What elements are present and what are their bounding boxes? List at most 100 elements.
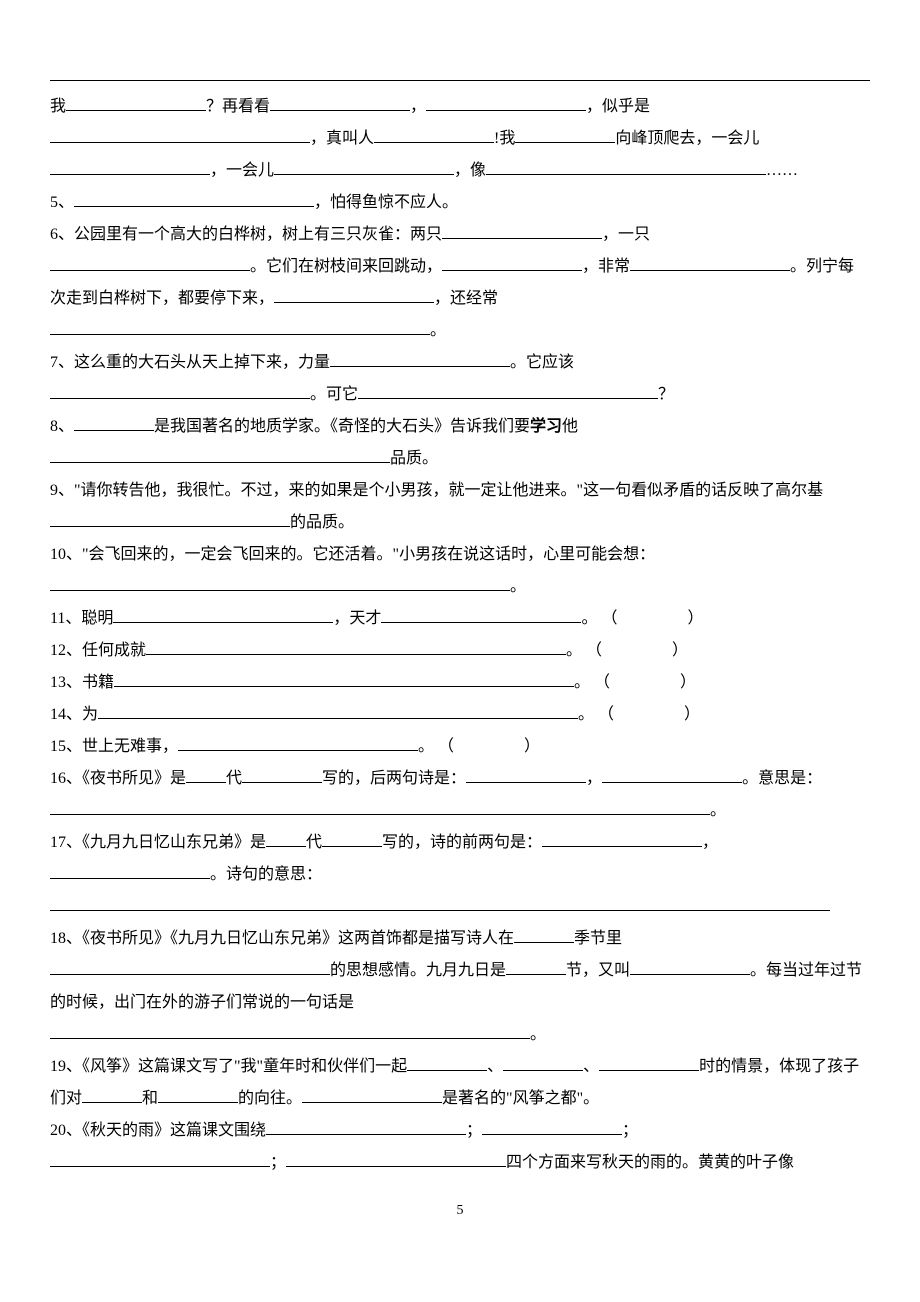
fill-blank[interactable]	[482, 1116, 622, 1135]
text: 。	[418, 738, 434, 755]
author-blank[interactable]	[602, 635, 672, 653]
fill-blank[interactable]	[426, 92, 586, 111]
text: 20、《秋天的雨》这篇课文围绕	[50, 1122, 266, 1139]
fill-blank[interactable]	[503, 1052, 583, 1071]
fill-blank[interactable]	[515, 124, 615, 143]
fill-blank[interactable]	[178, 732, 418, 751]
text: 6、公园里有一个高大的白桦树，树上有三只灰雀：两只	[50, 226, 442, 243]
text: ，一会儿	[210, 162, 274, 179]
fill-blank[interactable]	[66, 92, 206, 111]
text: 季节里	[574, 930, 622, 947]
fill-blank[interactable]	[602, 764, 742, 783]
text: 向峰顶爬去，一会儿	[615, 130, 759, 147]
fill-blank[interactable]	[266, 828, 306, 847]
paren-close: ）	[680, 674, 696, 691]
question-15: 15、世上无难事，。 （ ）	[50, 731, 870, 763]
fill-blank[interactable]	[599, 1052, 699, 1071]
author-blank[interactable]	[610, 667, 680, 685]
text: 7、这么重的大石头从天上掉下来，力量	[50, 354, 330, 371]
text: 。它应该	[510, 354, 574, 371]
fill-blank[interactable]	[486, 156, 766, 175]
fill-blank[interactable]	[50, 956, 330, 975]
fill-blank[interactable]	[114, 668, 574, 687]
question-8: 8、是我国著名的地质学家。《奇怪的大石头》告诉我们要学习他 品质。	[50, 411, 870, 475]
fill-blank[interactable]	[50, 316, 430, 335]
fill-blank[interactable]	[506, 956, 566, 975]
fill-blank[interactable]	[242, 764, 322, 783]
fill-blank[interactable]	[50, 860, 210, 879]
fill-blank[interactable]	[270, 92, 410, 111]
fill-blank[interactable]	[407, 1052, 487, 1071]
fill-blank[interactable]	[82, 1084, 142, 1103]
author-blank[interactable]	[617, 603, 687, 621]
fill-blank[interactable]	[158, 1084, 238, 1103]
author-blank[interactable]	[614, 699, 684, 717]
fill-blank[interactable]	[442, 220, 602, 239]
text: ；	[466, 1122, 482, 1139]
question-13: 13、书籍。 （ ）	[50, 667, 870, 699]
fill-blank[interactable]	[50, 796, 710, 815]
fill-blank[interactable]	[50, 892, 830, 911]
fill-blank[interactable]	[50, 572, 510, 591]
page-number: 5	[50, 1197, 870, 1225]
text: ，真叫人	[310, 130, 374, 147]
text: 10、"会飞回来的，一定会飞回来的。它还活着。"小男孩在说这话时，心里可能会想：	[50, 546, 655, 563]
fill-blank[interactable]	[146, 636, 566, 655]
paren-open: （	[598, 706, 614, 723]
fill-blank[interactable]	[50, 380, 310, 399]
fill-blank[interactable]	[266, 1116, 466, 1135]
fill-blank[interactable]	[542, 828, 702, 847]
text: ，天才	[333, 610, 381, 627]
text: 是我国著名的地质学家。《奇怪的大石头》告诉我们要	[154, 418, 530, 435]
question-18: 18、《夜书所见》《九月九日忆山东兄弟》这两首饰都是描写诗人在季节里 的思想感情…	[50, 923, 870, 1051]
text: ，怕得鱼惊不应人。	[314, 194, 458, 211]
fill-blank[interactable]	[98, 700, 578, 719]
fill-blank[interactable]	[50, 156, 210, 175]
fill-blank[interactable]	[466, 764, 586, 783]
fill-blank[interactable]	[50, 1148, 270, 1167]
text: 。	[510, 578, 526, 595]
fill-blank[interactable]	[74, 188, 314, 207]
author-blank[interactable]	[454, 731, 524, 749]
text: 11、聪明	[50, 610, 113, 627]
text: 品质。	[390, 450, 438, 467]
fill-blank[interactable]	[286, 1148, 506, 1167]
fill-blank[interactable]	[442, 252, 582, 271]
text: 18、《夜书所见》《九月九日忆山东兄弟》这两首饰都是描写诗人在	[50, 930, 514, 947]
fill-blank[interactable]	[50, 124, 310, 143]
text: ，还经常	[434, 290, 498, 307]
text: ，一只	[602, 226, 650, 243]
top-rule	[50, 80, 870, 81]
fill-blank[interactable]	[50, 1020, 530, 1039]
fill-blank[interactable]	[274, 156, 454, 175]
text: 是著名的"风筝之都"。	[442, 1090, 599, 1107]
paren-open: （	[586, 642, 602, 659]
fill-blank[interactable]	[113, 604, 333, 623]
text-bold: 学习	[530, 418, 562, 435]
fill-blank[interactable]	[630, 252, 790, 271]
fill-blank[interactable]	[322, 828, 382, 847]
fill-blank[interactable]	[50, 508, 290, 527]
text: 。	[578, 706, 594, 723]
fill-blank[interactable]	[50, 444, 390, 463]
fill-blank[interactable]	[358, 380, 658, 399]
fill-blank[interactable]	[374, 124, 494, 143]
text: 。可它	[310, 386, 358, 403]
fill-blank[interactable]	[514, 924, 574, 943]
fill-blank[interactable]	[74, 412, 154, 431]
question-9: 9、"请你转告他，我很忙。不过，来的如果是个小男孩，就一定让他进来。"这一句看似…	[50, 475, 870, 539]
fill-blank[interactable]	[50, 252, 250, 271]
fill-blank[interactable]	[381, 604, 581, 623]
fill-blank[interactable]	[274, 284, 434, 303]
text: ，像	[454, 162, 486, 179]
fill-blank[interactable]	[330, 348, 510, 367]
fill-blank[interactable]	[302, 1084, 442, 1103]
text: 。诗句的意思：	[210, 866, 322, 883]
text: ；	[622, 1122, 638, 1139]
fill-blank[interactable]	[186, 764, 226, 783]
fill-blank[interactable]	[630, 956, 750, 975]
paren-close: ）	[524, 738, 540, 755]
text: ，非常	[582, 258, 630, 275]
paren-close: ）	[684, 706, 700, 723]
text: ？	[658, 386, 674, 403]
